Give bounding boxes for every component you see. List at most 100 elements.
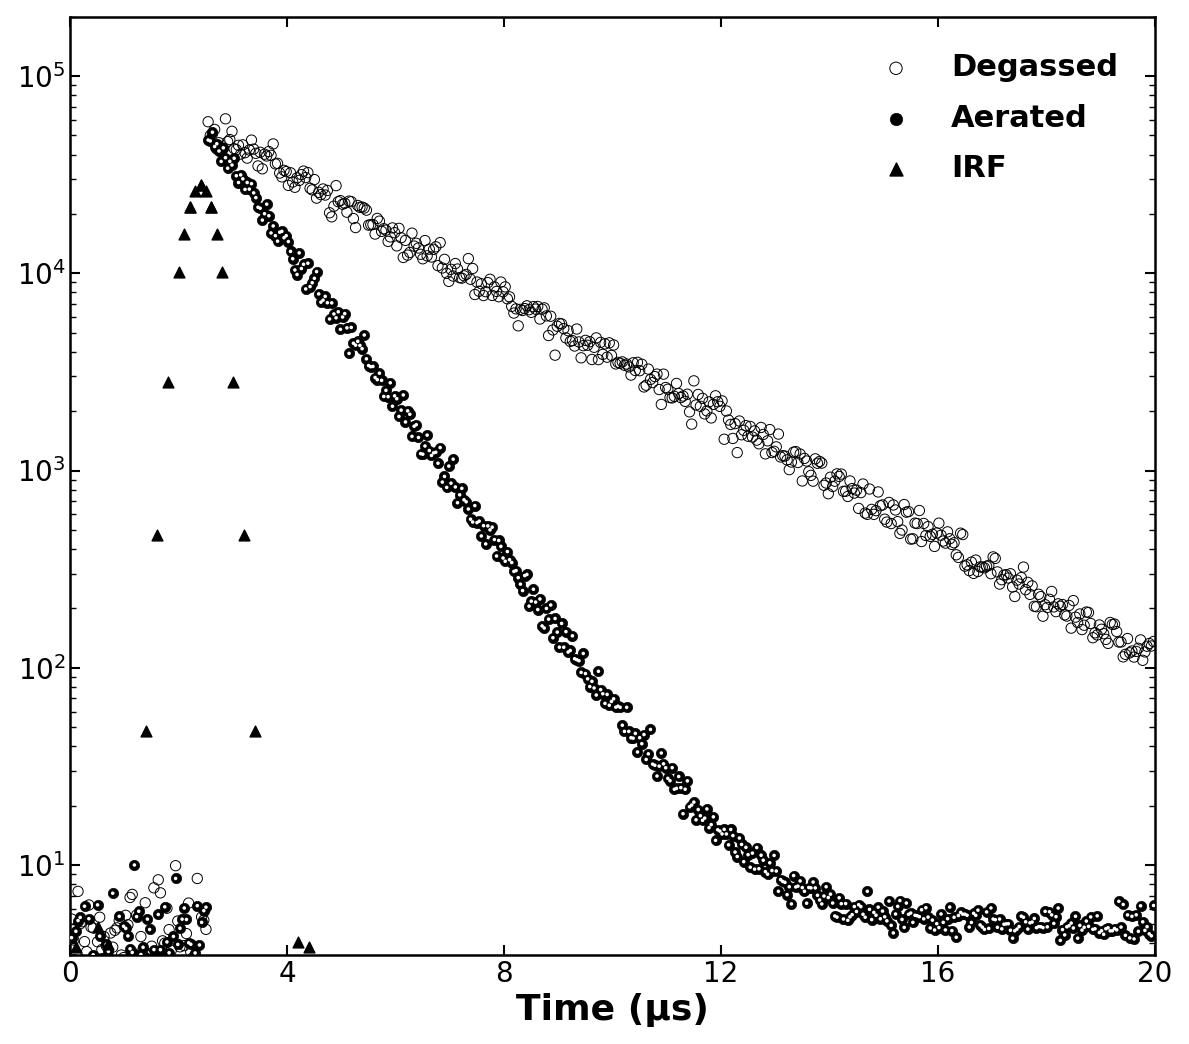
Degassed [765,443,784,459]
Aerated [643,756,662,773]
Aerated [404,418,423,434]
Aerated [1125,930,1144,947]
Degassed [82,919,101,935]
Degassed [1096,631,1115,647]
Point [457,494,476,511]
Degassed [867,502,886,519]
Aerated [335,305,354,322]
Aerated [262,224,281,241]
Point [1081,908,1100,925]
Aerated [857,883,876,900]
Degassed [665,388,684,405]
Degassed [143,938,162,954]
Point [906,907,925,924]
Aerated [828,908,847,925]
Degassed [101,925,120,942]
Degassed [480,271,499,288]
Point [1094,926,1113,943]
Point [106,954,125,971]
Degassed [120,889,139,906]
Point [1007,921,1026,938]
Aerated [325,306,344,323]
Degassed [170,939,189,955]
Point [433,474,452,491]
Degassed [77,943,96,959]
Degassed [364,216,383,233]
Degassed [1044,598,1063,615]
Degassed [559,323,578,339]
Aerated [272,223,291,240]
Aerated [788,878,807,895]
Degassed [361,216,380,233]
Point [899,906,918,923]
Aerated [886,905,905,922]
Degassed [533,301,552,317]
Aerated [93,950,112,967]
Aerated [476,536,495,552]
Aerated [443,451,463,468]
Degassed [175,938,194,954]
Aerated [567,651,586,668]
Aerated [151,942,170,958]
Point [1109,893,1128,909]
Degassed [69,883,88,900]
Point [303,275,322,291]
Degassed [270,165,289,182]
Degassed [696,405,715,422]
Point [264,217,283,234]
Point [415,437,434,454]
Degassed [515,301,534,317]
Point [801,879,820,896]
Point [93,950,112,967]
Degassed [722,417,741,433]
Degassed [654,365,673,382]
Degassed [940,530,960,547]
Aerated [967,907,986,924]
Point [780,878,799,895]
Point [304,270,323,287]
Aerated [635,727,654,743]
Aerated [893,911,912,928]
Point [1057,919,1076,935]
Point [530,591,549,608]
Point [194,902,213,919]
Aerated [353,340,372,357]
Degassed [1030,586,1049,602]
Aerated [166,870,185,886]
Point [1033,920,1052,936]
Point [391,402,410,419]
Point [404,418,423,434]
Degassed [354,199,373,216]
Point [1138,919,1157,935]
Degassed [1007,572,1026,589]
Aerated [483,519,502,536]
Aerated [669,768,688,785]
Degassed [784,444,803,460]
Point [509,569,528,586]
Degassed [775,448,794,465]
Degassed [1133,651,1152,668]
Degassed [801,467,820,483]
Point [268,233,287,250]
Point [216,149,235,166]
Aerated [294,256,313,272]
Aerated [883,925,902,942]
Degassed [190,958,209,975]
Point [99,943,118,959]
Degassed [470,283,489,300]
Point [88,897,107,914]
Point [144,942,163,958]
Point [715,821,734,837]
Aerated [209,143,228,160]
Point [732,836,751,853]
Degassed [693,390,712,407]
Degassed [847,481,866,498]
Point [441,475,460,492]
Degassed [983,548,1002,565]
Degassed [778,452,797,469]
Aerated [799,879,818,896]
Aerated [628,743,647,760]
Aerated [86,951,105,968]
Degassed [970,559,989,575]
Point [809,887,828,904]
